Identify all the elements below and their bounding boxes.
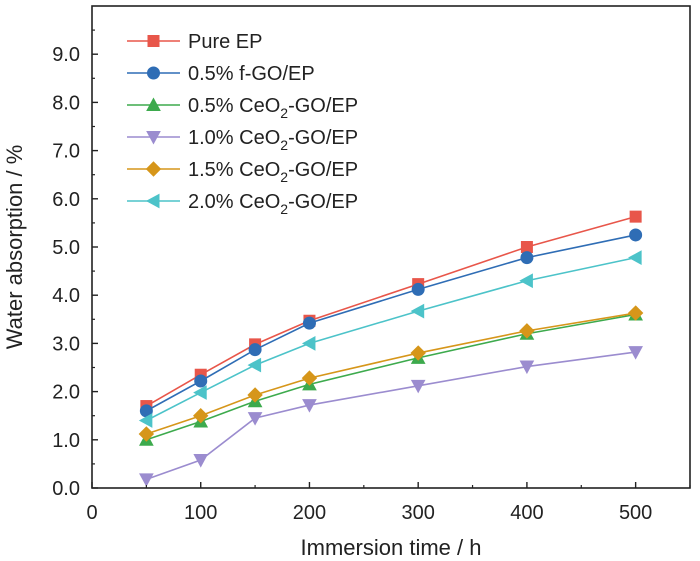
y-tick-label: 6.0 — [52, 189, 80, 211]
data-point — [301, 370, 318, 386]
y-tick-label: 0.0 — [52, 478, 80, 500]
data-point — [193, 407, 209, 424]
series-4 — [139, 346, 643, 487]
legend-marker — [147, 66, 160, 80]
y-axis-label: Water absorption / % — [2, 145, 27, 350]
legend-item: 0.5% f-GO/EP — [127, 63, 315, 85]
data-point — [410, 379, 426, 394]
legend-item: 1.5% CeO2-GO/EP — [127, 159, 358, 185]
series-line — [145, 215, 636, 407]
y-tick-label: 3.0 — [52, 333, 80, 355]
series-line — [146, 312, 636, 435]
y-tick-label: 1.0 — [52, 430, 80, 452]
data-point — [193, 454, 209, 468]
data-point — [520, 241, 533, 253]
data-point — [248, 343, 262, 357]
data-point — [627, 305, 644, 321]
series-line — [146, 313, 636, 441]
plot-frame — [91, 5, 691, 489]
y-tick-label: 4.0 — [52, 285, 80, 307]
series-line — [145, 256, 636, 422]
legend-marker — [147, 35, 160, 47]
data-point — [411, 282, 425, 296]
legend-label: 1.5% CeO2-GO/EP — [188, 159, 358, 185]
series-line — [146, 351, 636, 481]
series-6 — [138, 250, 642, 428]
data-point — [519, 273, 533, 289]
y-tick-label: 7.0 — [52, 141, 80, 163]
plot-area — [138, 210, 644, 487]
data-point — [302, 399, 317, 413]
x-tick-label: 500 — [619, 502, 652, 524]
data-point — [629, 228, 643, 242]
axis-ticks: 0 100 200 300 400 500 0.0 1.0 2.0 3.0 4.0 5.0 6.0 7.0… — [52, 29, 691, 524]
data-point — [138, 426, 155, 442]
data-point — [629, 210, 642, 223]
x-tick-label: 100 — [184, 502, 217, 524]
data-point — [519, 323, 535, 339]
data-point — [628, 250, 642, 265]
data-point — [139, 473, 154, 487]
x-tick-label: 0 — [86, 502, 97, 524]
legend-label: Pure EP — [188, 31, 262, 53]
y-tick-label: 8.0 — [52, 92, 80, 114]
x-tick-label: 300 — [401, 502, 434, 524]
legend-marker — [145, 193, 160, 209]
x-tick-label: 200 — [293, 502, 326, 524]
data-point — [194, 374, 208, 388]
data-point — [302, 316, 316, 330]
y-tick-label: 2.0 — [52, 382, 80, 404]
data-point — [247, 357, 262, 373]
legend-item: 1.0% CeO2-GO/EP — [127, 127, 358, 153]
legend-label: 1.0% CeO2-GO/EP — [188, 127, 358, 153]
legend-label: 0.5% CeO2-GO/EP — [188, 95, 358, 121]
x-axis-label: Immersion time / h — [301, 535, 482, 560]
data-point — [247, 412, 263, 426]
data-point — [138, 413, 153, 428]
y-tick-label: 9.0 — [52, 44, 80, 66]
legend-label: 0.5% f-GO/EP — [188, 63, 315, 85]
data-point — [410, 303, 425, 319]
data-point — [247, 387, 263, 403]
y-tick-label: 5.0 — [52, 237, 80, 259]
series-line — [145, 234, 636, 412]
x-tick-label: 400 — [510, 502, 543, 524]
legend-label: 2.0% CeO2-GO/EP — [188, 191, 358, 217]
series-2 — [139, 228, 643, 418]
data-point — [301, 336, 316, 351]
data-point — [519, 360, 535, 375]
data-point — [628, 346, 643, 360]
legend-item: 0.5% CeO2-GO/EP — [127, 95, 358, 121]
legend-item: Pure EP — [127, 31, 262, 53]
legend-marker — [146, 131, 161, 145]
legend-marker — [145, 161, 162, 177]
data-point — [520, 251, 534, 265]
legend: Pure EP 0.5% f-GO/EP 0.5% CeO2-GO/EP 1.0% C… — [127, 31, 358, 217]
series-1 — [140, 210, 642, 413]
legend-item: 2.0% CeO2-GO/EP — [127, 191, 358, 217]
series-3 — [139, 306, 643, 446]
legend-marker — [146, 97, 161, 111]
data-point — [410, 345, 426, 361]
series-5 — [138, 305, 644, 442]
data-point — [193, 385, 207, 400]
